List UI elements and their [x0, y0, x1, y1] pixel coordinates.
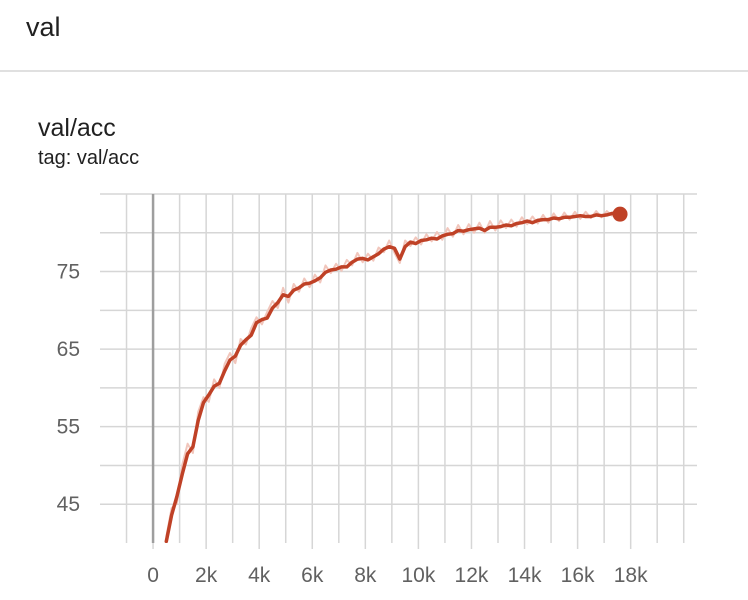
section-header[interactable]: val	[0, 0, 748, 72]
last-point-marker	[612, 206, 628, 222]
x-tick-label: 8k	[354, 564, 377, 587]
x-tick-label: 0	[147, 564, 159, 587]
x-tick-label: 16k	[561, 564, 595, 587]
series-raw-line	[165, 210, 621, 537]
series-smoothed-line	[164, 211, 622, 543]
y-tick-label: 75	[57, 261, 80, 284]
x-tick-label: 4k	[248, 564, 271, 587]
card-title: val/acc	[38, 114, 116, 142]
y-tick-label: 55	[57, 416, 80, 439]
x-tick-label: 2k	[195, 564, 218, 587]
card-tag: tag: val/acc	[38, 147, 140, 169]
y-tick-label: 65	[57, 338, 80, 361]
y-tick-label: 45	[57, 493, 80, 516]
chart-series	[164, 206, 628, 543]
chart-grid	[100, 193, 697, 543]
section-title: val	[26, 12, 61, 42]
chart-ticks: 0 2k 4k 6k 8k 10k 12k 14k 16k 18k 45 55 65 75	[57, 261, 648, 587]
x-tick-label: 12k	[455, 564, 489, 587]
x-tick-label: 14k	[508, 564, 542, 587]
x-tick-label: 18k	[614, 564, 648, 587]
x-tick-label: 10k	[401, 564, 435, 587]
x-tick-label: 6k	[301, 564, 324, 587]
